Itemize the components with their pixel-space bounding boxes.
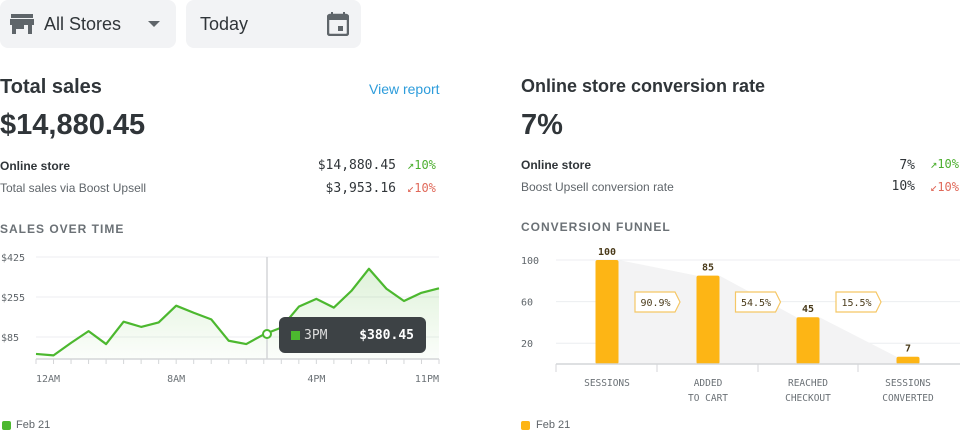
- conv-row-value: 10%: [891, 179, 915, 194]
- view-report-link[interactable]: View report: [369, 81, 440, 97]
- conversion-legend: Feb 21: [536, 419, 571, 431]
- category-label: SESSIONS: [584, 378, 630, 389]
- y-tick-label: $425: [1, 253, 25, 264]
- arrow-up-icon: ↗: [930, 157, 938, 171]
- hover-marker: [262, 329, 272, 339]
- calendar-icon: [327, 12, 349, 36]
- category-label: REACHED: [788, 378, 828, 389]
- funnel-bar: [696, 275, 720, 364]
- chart-tooltip: 3PM $380.45: [279, 317, 426, 353]
- arrow-down-icon: ↙: [407, 181, 415, 195]
- conversion-rate-badge: [634, 291, 681, 313]
- store-icon: [10, 14, 34, 34]
- arrow-up-icon: ↗: [407, 158, 415, 172]
- y-tick-label: 20: [521, 339, 533, 350]
- category-label: ADDED: [694, 378, 723, 389]
- store-selector[interactable]: All Stores: [0, 0, 176, 48]
- date-label: Today: [200, 13, 249, 34]
- x-tick-label: 12AM: [36, 374, 60, 385]
- arrow-down-icon: ↙: [930, 180, 938, 194]
- conversion-rate-badge: [734, 291, 782, 313]
- bar-value-label: 85: [702, 263, 714, 274]
- sales-row-value: $14,880.45: [317, 158, 396, 173]
- change-down: ↙10%: [930, 180, 959, 194]
- bar-value-label: 7: [905, 344, 911, 355]
- tooltip-value: $380.45: [359, 327, 414, 343]
- sales-over-time-heading: SALES OVER TIME: [0, 222, 125, 236]
- total-sales-value: $14,880.45: [0, 109, 146, 141]
- y-tick-label: 100: [521, 256, 539, 267]
- conversion-title: Online store conversion rate: [521, 76, 766, 96]
- conversion-rate-label: 90.9%: [640, 298, 670, 309]
- date-selector[interactable]: Today: [186, 0, 361, 48]
- conv-row-value: 7%: [899, 158, 915, 173]
- conversion-funnel-heading: CONVERSION FUNNEL: [521, 220, 671, 234]
- conversion-funnel-chart: 100 60 20 100 SESSIONS 85 ADDED TO CART 45 REACHE…: [521, 247, 960, 404]
- conversion-rate-label: 54.5%: [741, 298, 771, 309]
- conv-row-label: Online store: [521, 158, 592, 172]
- category-label: SESSIONS: [885, 378, 931, 389]
- change-up: ↗10%: [407, 158, 436, 172]
- change-up: ↗10%: [930, 157, 959, 171]
- bar-value-label: 45: [802, 304, 814, 315]
- conversion-rate-label: 15.5%: [841, 298, 871, 309]
- conversion-value: 7%: [521, 109, 563, 141]
- y-tick-label: $255: [1, 293, 25, 304]
- y-tick-label: 60: [521, 298, 533, 309]
- y-tick-label: $85: [1, 333, 19, 344]
- sales-row-label: Online store: [0, 159, 71, 173]
- funnel-bar: [796, 317, 820, 364]
- conversion-rate-badge: [835, 291, 882, 313]
- store-label: All Stores: [44, 13, 122, 34]
- x-tick-label: 11PM: [415, 374, 439, 385]
- category-label: CHECKOUT: [785, 393, 831, 404]
- category-label: CONVERTED: [882, 393, 934, 404]
- x-tick-label: 8AM: [167, 374, 185, 385]
- sales-legend: Feb 21: [16, 419, 51, 431]
- sales-row-value: $3,953.16: [325, 181, 396, 196]
- conv-row-label: Boost Upsell conversion rate: [521, 180, 674, 194]
- tooltip-time: 3PM: [304, 327, 328, 343]
- funnel-bar: [595, 260, 619, 364]
- category-label: TO CART: [688, 393, 728, 404]
- chevron-down-icon: [148, 21, 160, 27]
- total-sales-title: Total sales: [0, 76, 102, 98]
- tooltip-swatch: [291, 330, 300, 340]
- funnel-bar: [896, 356, 920, 364]
- legend-swatch-green: [2, 421, 11, 430]
- bar-value-label: 100: [598, 247, 616, 258]
- change-down: ↙10%: [407, 181, 436, 195]
- sales-line: [35, 267, 440, 357]
- sales-row-label: Total sales via Boost Upsell: [0, 181, 147, 195]
- x-tick-label: 4PM: [307, 374, 325, 385]
- legend-swatch-amber: [521, 421, 530, 430]
